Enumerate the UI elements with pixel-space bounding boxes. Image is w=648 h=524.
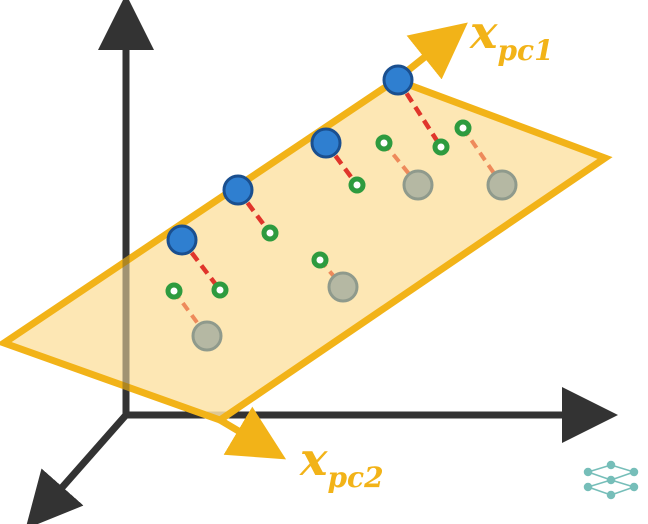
pc1-axis-label: xpc1 [469, 5, 554, 67]
pc1-label-main: x [469, 5, 498, 59]
green-point [432, 138, 450, 156]
green-point [211, 281, 229, 299]
original-point [327, 271, 359, 303]
projected-point [222, 174, 254, 206]
original-point [486, 169, 518, 201]
green-points [165, 119, 472, 300]
pc2-label-main: x [299, 432, 328, 486]
blue-projection-line [396, 78, 443, 149]
original-point [191, 320, 223, 352]
pc2-axis-label: xpc2 [299, 432, 384, 494]
pc2-axis [218, 406, 287, 460]
pc1-label-subscript: pc1 [497, 34, 553, 67]
projected-point [310, 127, 342, 159]
green-point [375, 134, 393, 152]
neural-network-logo-icon [583, 460, 639, 500]
depth-axis [25, 412, 129, 524]
green-point [311, 251, 329, 269]
projected-point [166, 224, 198, 256]
green-point [454, 119, 472, 137]
pc2-label-subscript: pc2 [327, 461, 383, 494]
projected-points [166, 64, 414, 256]
green-point [261, 224, 279, 242]
green-point [165, 282, 183, 300]
original-point [402, 169, 434, 201]
projected-point [382, 64, 414, 96]
green-point [348, 176, 366, 194]
original-points [191, 169, 518, 352]
blue-projection-line [180, 238, 222, 292]
grey-projection-line [461, 126, 504, 187]
principal-plane [0, 76, 613, 424]
